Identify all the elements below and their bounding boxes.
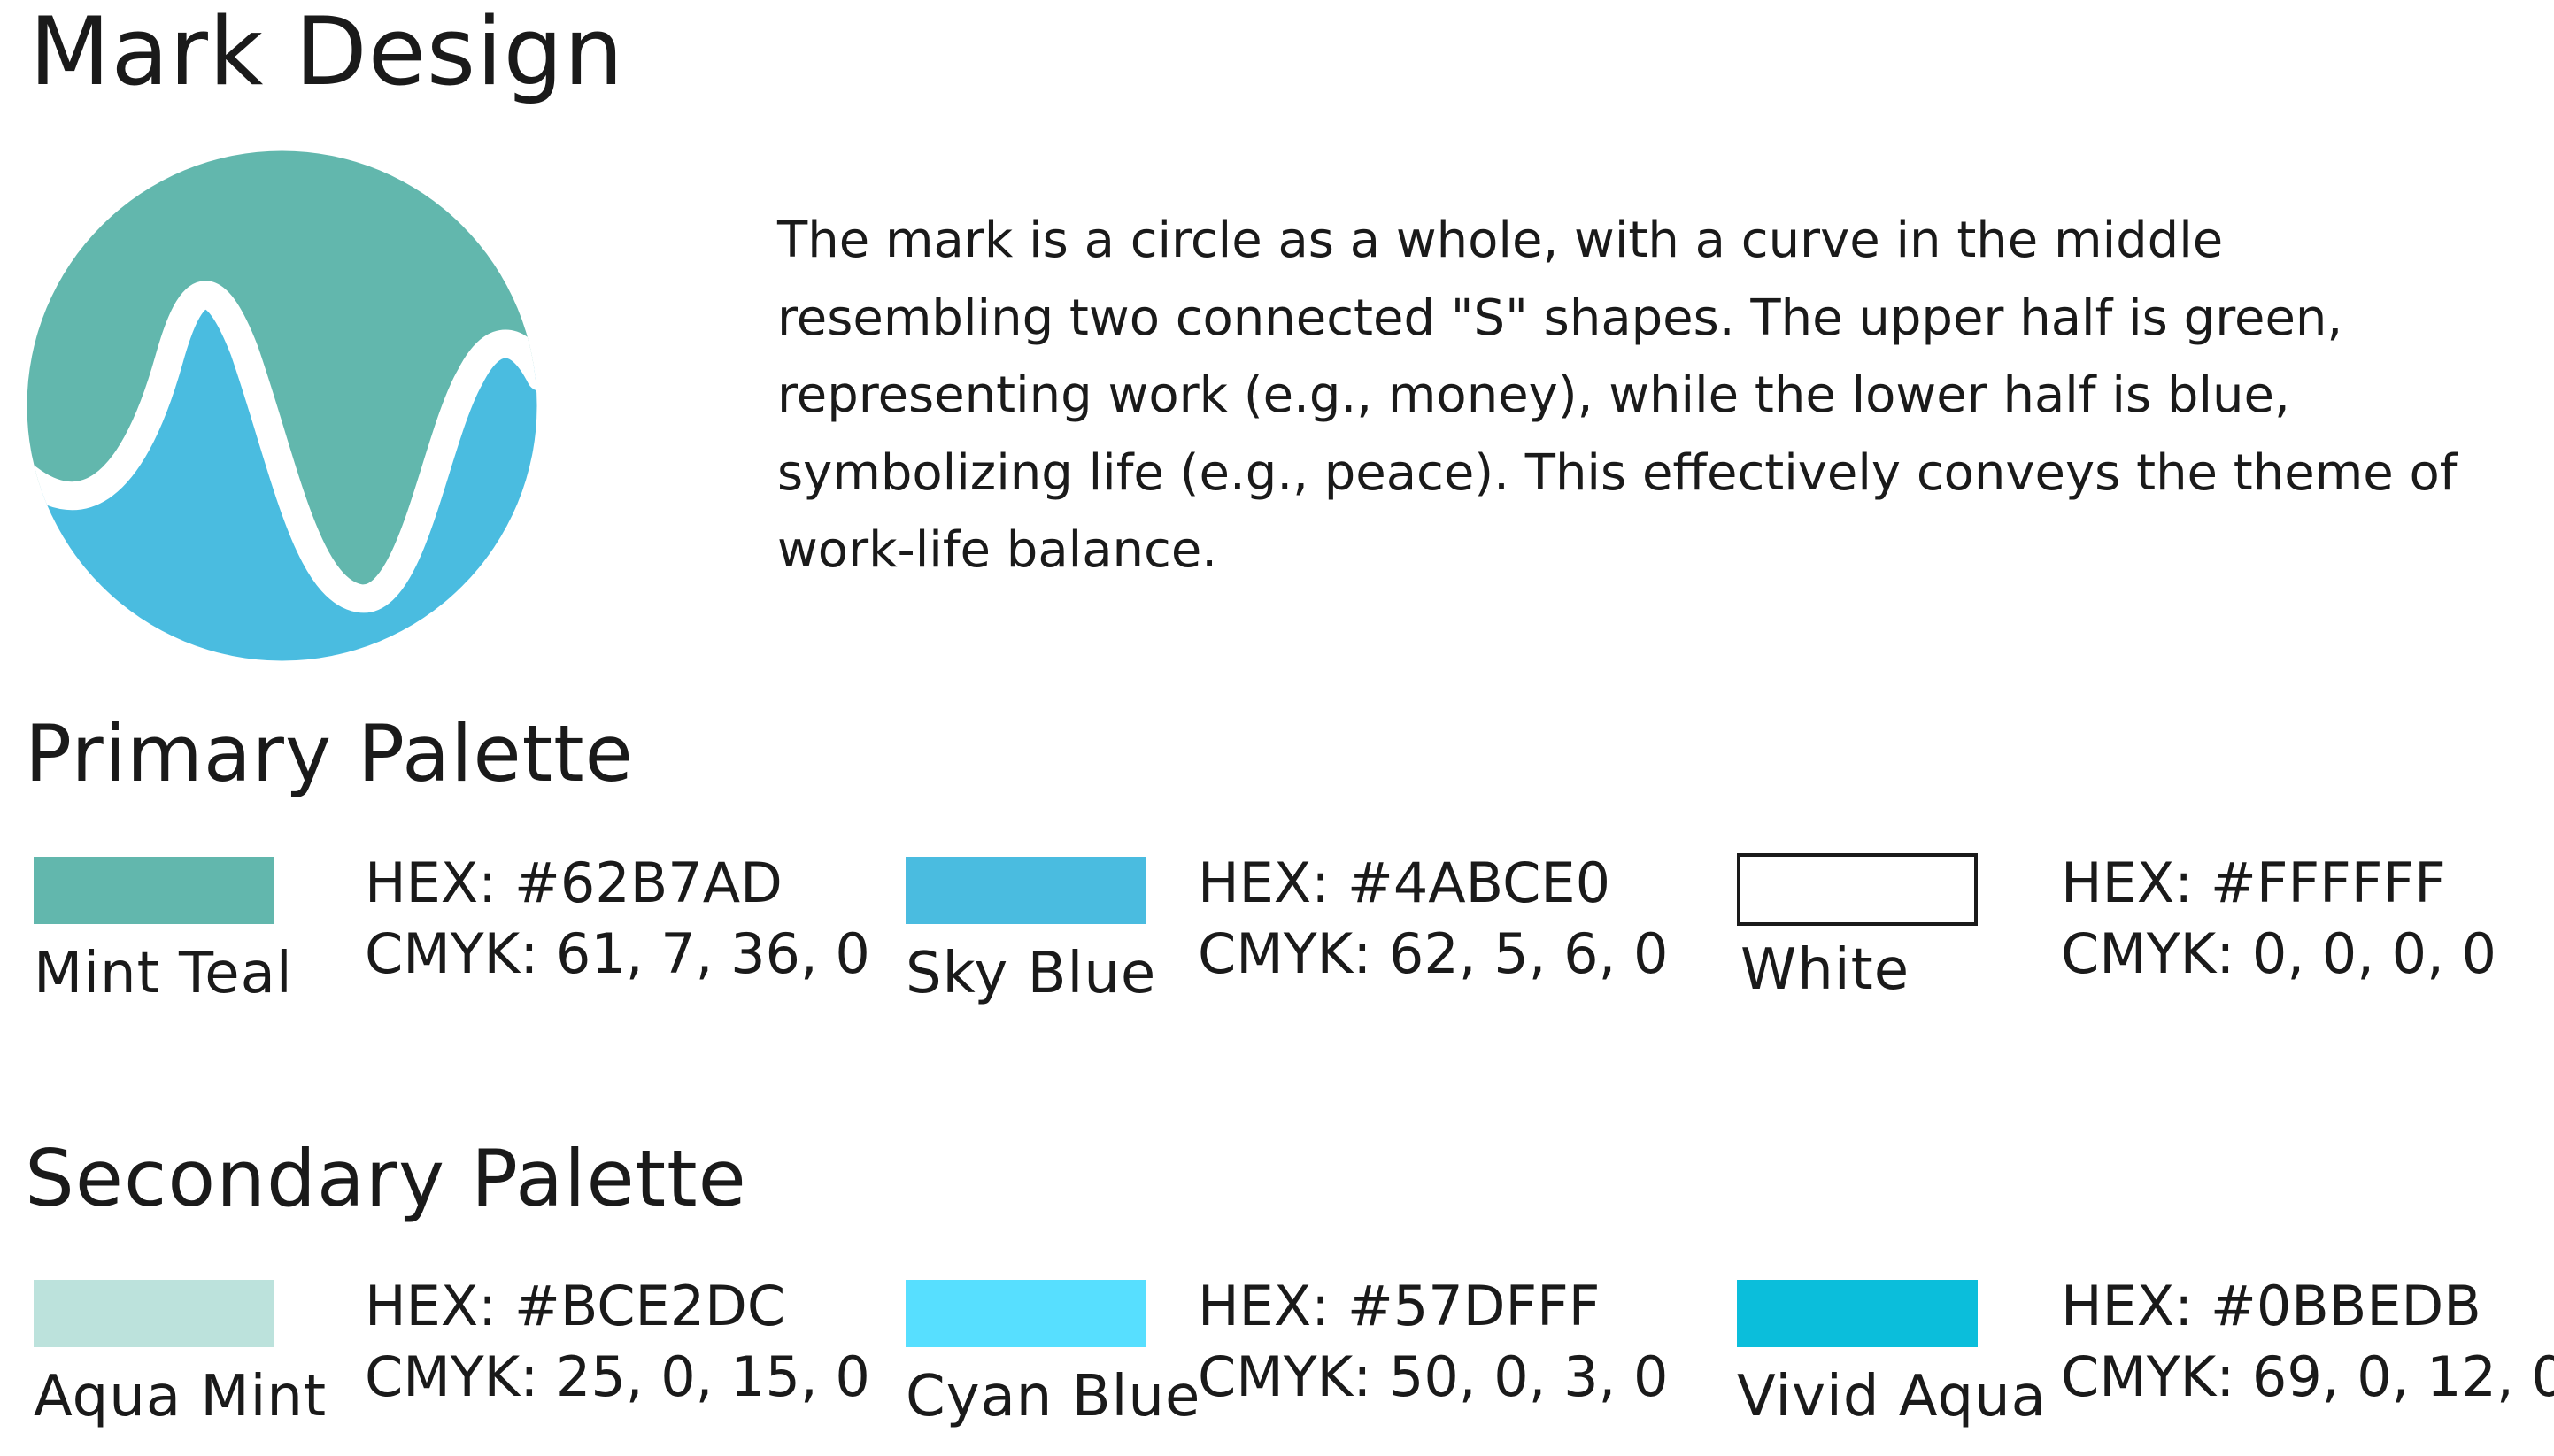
secondary-palette-heading: Secondary Palette	[25, 1133, 747, 1224]
color-name: Sky Blue	[906, 941, 1157, 1006]
color-values: HEX: #0BBEDB CMYK: 69, 0, 12, 0	[2061, 1271, 2554, 1413]
color-name: Vivid Aqua	[1737, 1364, 2047, 1429]
mark-s-curve	[27, 281, 537, 613]
color-name: Cyan Blue	[906, 1364, 1201, 1429]
color-swatch	[34, 857, 274, 924]
color-swatch	[34, 1280, 274, 1347]
color-swatch	[1737, 853, 1978, 926]
color-name: White	[1740, 937, 1910, 1003]
hex-value: HEX: #0BBEDB	[2061, 1274, 2481, 1338]
mark-upper-half	[27, 150, 537, 599]
cmyk-value: CMYK: 62, 5, 6, 0	[1198, 921, 1669, 986]
hex-value: HEX: #BCE2DC	[365, 1274, 786, 1338]
hex-value: HEX: #FFFFFF	[2061, 851, 2446, 915]
color-swatch	[1737, 1280, 1978, 1347]
hex-value: HEX: #57DFFF	[1198, 1274, 1601, 1338]
cmyk-value: CMYK: 25, 0, 15, 0	[365, 1344, 870, 1409]
page-title: Mark Design	[29, 0, 625, 106]
color-values: HEX: #62B7AD CMYK: 61, 7, 36, 0	[365, 848, 870, 990]
color-swatch	[906, 1280, 1146, 1347]
color-name: Aqua Mint	[34, 1364, 328, 1429]
cmyk-value: CMYK: 50, 0, 3, 0	[1198, 1344, 1669, 1409]
color-values: HEX: #FFFFFF CMYK: 0, 0, 0, 0	[2061, 848, 2496, 990]
primary-palette-heading: Primary Palette	[25, 708, 634, 799]
color-values: HEX: #4ABCE0 CMYK: 62, 5, 6, 0	[1198, 848, 1668, 990]
color-swatch	[906, 857, 1146, 924]
mark-description: The mark is a circle as a whole, with a …	[777, 212, 2458, 579]
color-values: HEX: #BCE2DC CMYK: 25, 0, 15, 0	[365, 1271, 870, 1413]
cmyk-value: CMYK: 0, 0, 0, 0	[2061, 921, 2496, 986]
hex-value: HEX: #62B7AD	[365, 851, 783, 915]
cmyk-value: CMYK: 61, 7, 36, 0	[365, 921, 870, 986]
cmyk-value: CMYK: 69, 0, 12, 0	[2061, 1344, 2554, 1409]
hex-value: HEX: #4ABCE0	[1198, 851, 1611, 915]
color-name: Mint Teal	[34, 941, 293, 1006]
mark-logo	[27, 150, 537, 661]
color-values: HEX: #57DFFF CMYK: 50, 0, 3, 0	[1198, 1271, 1668, 1413]
